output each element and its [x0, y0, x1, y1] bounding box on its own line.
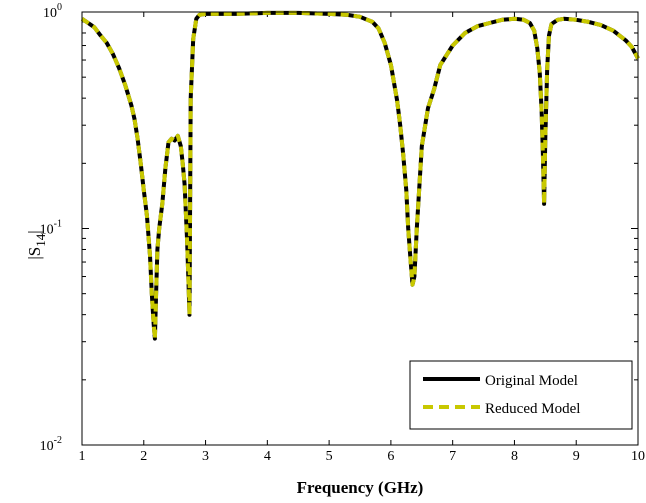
- legend-label-reduced: Reduced Model: [485, 401, 580, 417]
- y-tick-label: 10-2: [40, 435, 62, 454]
- legend-box: [409, 360, 633, 430]
- x-tick-label: 5: [326, 449, 333, 464]
- x-tick-label: 2: [140, 449, 147, 464]
- legend: Original Model Reduced Model: [409, 360, 633, 430]
- y-axis-label-main: |S: [25, 247, 44, 260]
- x-tick-label: 4: [264, 449, 271, 464]
- svg-text:|S14|: |S14|: [25, 230, 48, 259]
- x-tick-label: 10: [631, 449, 645, 464]
- x-tick-labels: 1 2 3 4 5 6 7 8 9 10: [79, 449, 646, 464]
- legend-label-original: Original Model: [485, 373, 578, 389]
- y-axis-label-sub: 14: [33, 233, 48, 247]
- x-tick-label: 3: [202, 449, 209, 464]
- y-tick-labels: 10-2 10-1 100: [40, 2, 62, 454]
- plot-frame: [81, 11, 639, 446]
- series-line-reduced-model: [80, 10, 640, 341]
- y-tick-label: 10-1: [40, 219, 62, 238]
- x-tick-label: 9: [573, 449, 580, 464]
- y-tick-label: 100: [43, 2, 62, 21]
- x-tick-label: 1: [79, 449, 86, 464]
- x-tick-label: 7: [449, 449, 456, 464]
- x-tick-label: 6: [387, 449, 394, 464]
- y-axis-label-end: |: [25, 230, 44, 233]
- x-tick-label: 8: [511, 449, 518, 464]
- series-lines: [80, 10, 640, 341]
- x-axis-label: Frequency (GHz): [297, 478, 424, 497]
- y-axis-label: |S14|: [25, 230, 48, 259]
